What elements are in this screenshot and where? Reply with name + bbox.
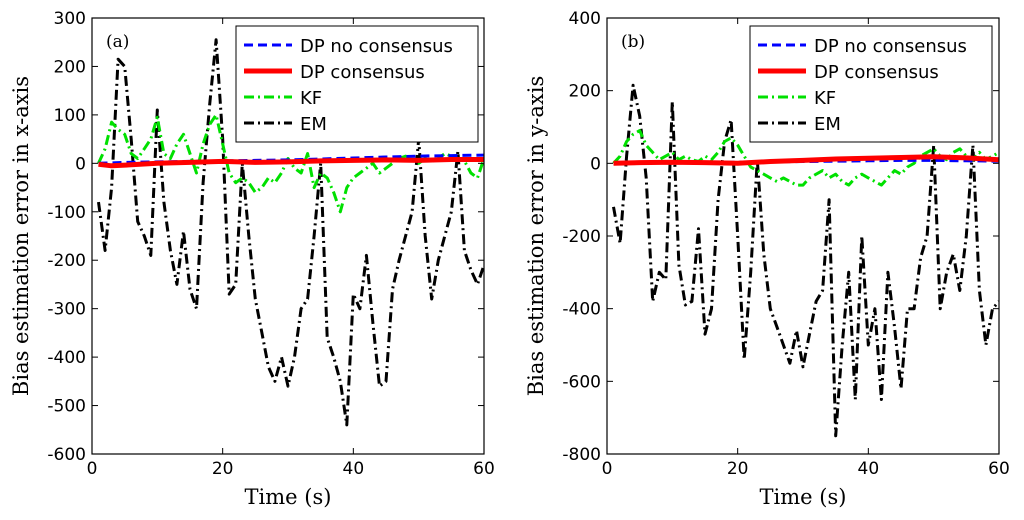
x-axis-label: Time (s)	[245, 485, 332, 509]
y-tick-label: -600	[562, 372, 601, 392]
series-line-em	[97, 38, 484, 427]
y-tick-label: -500	[47, 397, 86, 417]
y-tick-label: -200	[47, 251, 86, 271]
legend-label: KF	[814, 88, 836, 109]
x-tick-label: 20	[727, 459, 749, 479]
legend-label: DP no consensus	[814, 36, 967, 57]
legend-label: EM	[814, 114, 841, 135]
y-tick-label: 400	[569, 9, 601, 29]
y-tick-label: -800	[562, 445, 601, 465]
y-tick-label: 200	[569, 82, 601, 102]
legend-label: DP consensus	[814, 62, 939, 83]
x-tick-label: 60	[988, 459, 1010, 479]
y-tick-label: -100	[47, 203, 86, 223]
x-tick-label: 40	[343, 459, 365, 479]
y-tick-label: 100	[54, 106, 86, 126]
x-tick-label: 60	[473, 459, 495, 479]
x-axis-label: Time (s)	[760, 485, 847, 509]
x-tick-label: 20	[212, 459, 234, 479]
panel-tag: (b)	[621, 32, 645, 52]
x-tick-label: 0	[87, 459, 98, 479]
panel-a: -600 -500 -400 -300 -200 -100 0 100 200 300 0 20 40 6…	[9, 9, 495, 509]
legend-label: EM	[300, 114, 327, 135]
y-axis-label: Bias estimation error in x-axis	[9, 76, 33, 396]
y-tick-label: -600	[47, 445, 86, 465]
y-axis-label: Bias estimation error in y-axis	[524, 76, 548, 397]
y-tick-label: -400	[562, 300, 601, 320]
x-tick-label: 40	[858, 459, 880, 479]
y-tick-label: -300	[47, 300, 86, 320]
x-tick-label: 0	[602, 459, 613, 479]
y-tick-label: 200	[54, 57, 86, 77]
legend-label: KF	[300, 88, 322, 109]
y-tick-label: 0	[75, 154, 86, 174]
panel-tag: (a)	[106, 32, 129, 52]
legend-label: DP no consensus	[300, 36, 453, 57]
legend-label: DP consensus	[300, 62, 425, 83]
series-line-dp-consensus	[613, 154, 999, 166]
panel-b: -800 -600 -400 -200 0 200 400 0 20 40 60 Time (s) Bi…	[524, 9, 1010, 509]
series-line-em	[612, 83, 999, 438]
plot-frame	[91, 17, 485, 455]
y-tick-label: -200	[562, 227, 601, 247]
y-tick-label: 300	[54, 9, 86, 29]
y-tick-label: -400	[47, 348, 86, 368]
series-line-dp-consensus	[98, 157, 484, 169]
y-tick-label: 0	[590, 154, 601, 174]
series-line-kf	[612, 129, 999, 187]
